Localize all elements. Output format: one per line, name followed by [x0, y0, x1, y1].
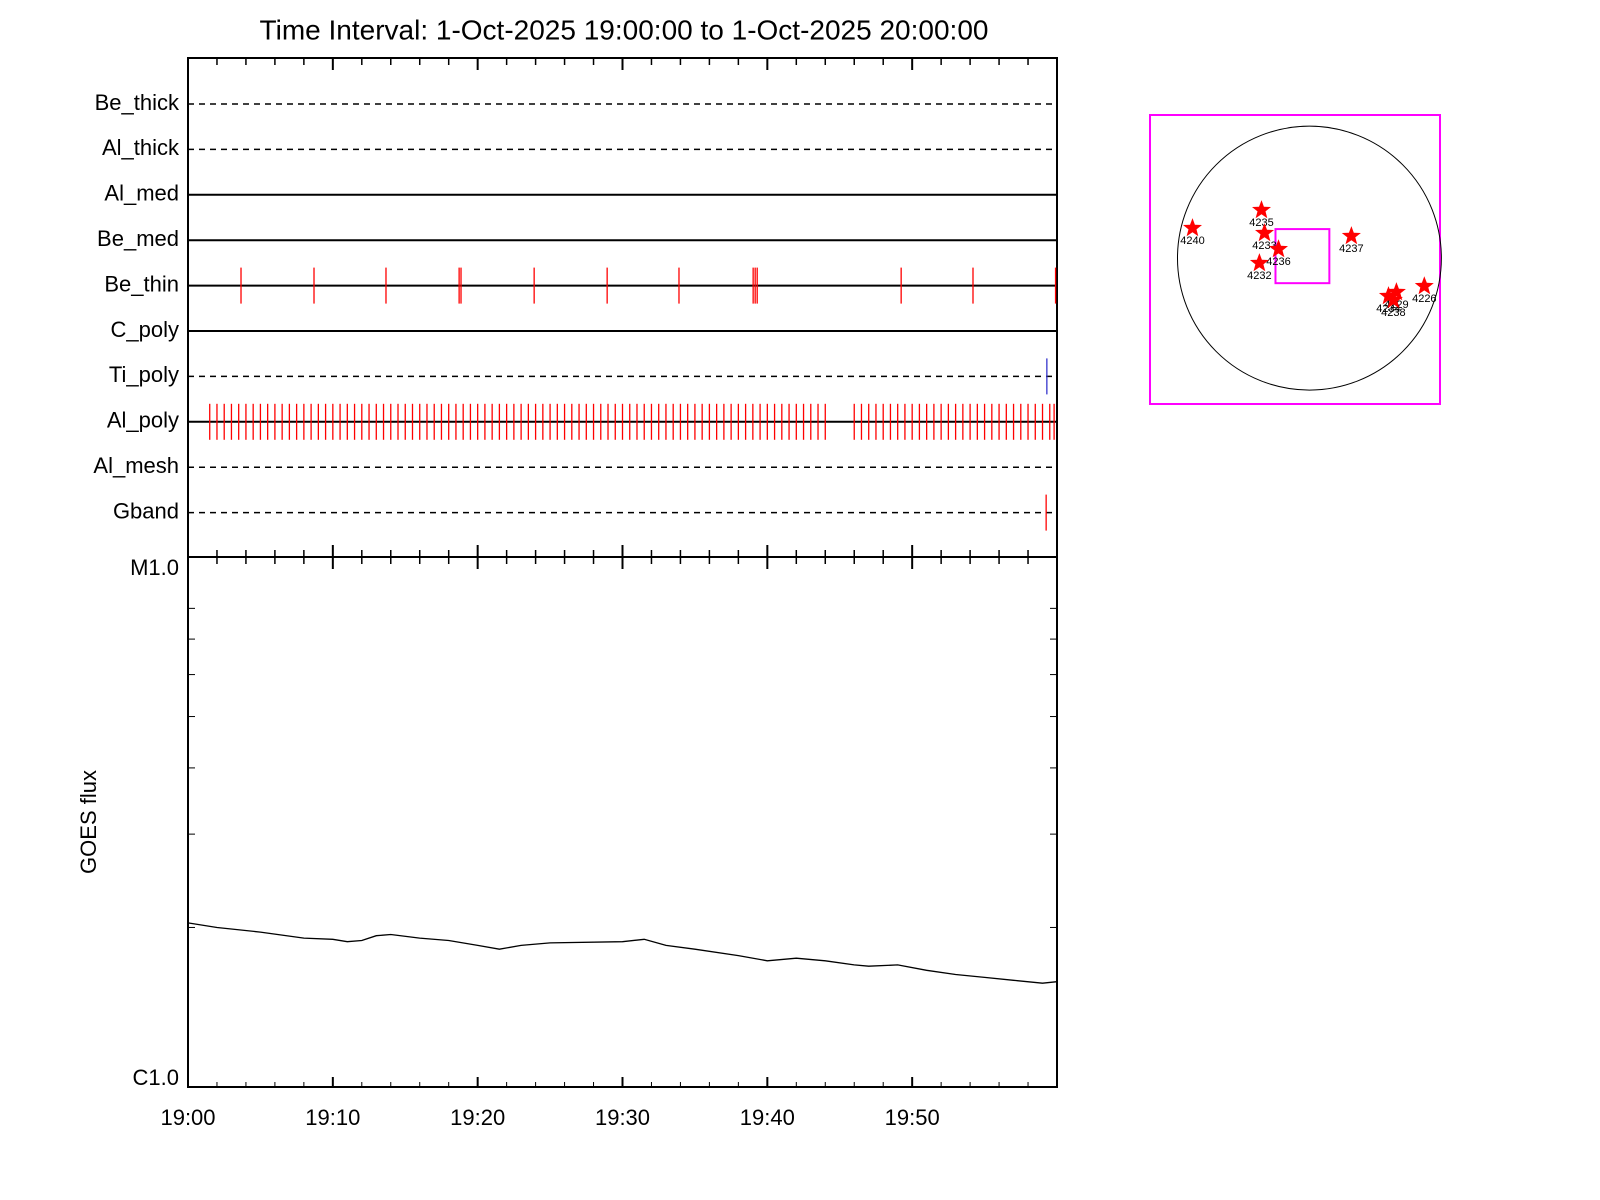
- x-tick-label: 19:40: [740, 1105, 795, 1130]
- region-marker: [1252, 200, 1271, 219]
- map-frame: [1149, 114, 1441, 405]
- solar-disk: [1176, 125, 1442, 391]
- region-label: 4233: [1252, 240, 1276, 252]
- region-marker: [1255, 223, 1274, 242]
- region-marker: [1383, 290, 1403, 309]
- channel-label: Gband: [113, 498, 179, 523]
- region-marker: [1386, 282, 1406, 301]
- y-tick-label: M1.0: [130, 555, 179, 580]
- region-marker: [1414, 276, 1434, 295]
- channel-label: Be_med: [97, 226, 179, 251]
- channel-label: Be_thin: [104, 271, 179, 296]
- x-tick-label: 19:00: [160, 1105, 215, 1130]
- region-label: 4226: [1412, 293, 1436, 305]
- region-marker: [1249, 253, 1269, 272]
- region-label: 4238: [1381, 307, 1405, 319]
- region-label: 4234: [1376, 303, 1400, 315]
- channel-label: Al_mesh: [93, 453, 179, 478]
- y-axis-label: GOES flux: [76, 770, 101, 874]
- region-marker: [1378, 286, 1398, 305]
- region-marker: [1341, 226, 1361, 245]
- channel-label: Be_thick: [95, 90, 180, 115]
- x-tick-label: 19:10: [305, 1105, 360, 1130]
- region-label: 4232: [1247, 270, 1271, 282]
- channel-label: Al_thick: [102, 135, 180, 160]
- region-marker: [1269, 239, 1288, 258]
- region-marker: [1183, 218, 1202, 237]
- title: Time Interval: 1-Oct-2025 19:00:00 to 1-…: [260, 14, 989, 45]
- region-label: 4235: [1249, 217, 1273, 229]
- region-label: 4236: [1266, 256, 1290, 268]
- y-tick-label: C1.0: [133, 1065, 179, 1090]
- channel-label: C_poly: [111, 317, 179, 342]
- flux-line: [187, 922, 1058, 984]
- x-tick-label: 19:30: [595, 1105, 650, 1130]
- region-label: 4240: [1180, 235, 1204, 247]
- x-tick-label: 19:20: [450, 1105, 505, 1130]
- channel-label: Ti_poly: [109, 362, 179, 387]
- x-tick-label: 19:50: [885, 1105, 940, 1130]
- channel-label: Al_med: [104, 181, 179, 206]
- channel-label: Al_poly: [107, 408, 179, 433]
- region-label: 4237: [1339, 243, 1363, 255]
- fov-box: [1274, 228, 1331, 285]
